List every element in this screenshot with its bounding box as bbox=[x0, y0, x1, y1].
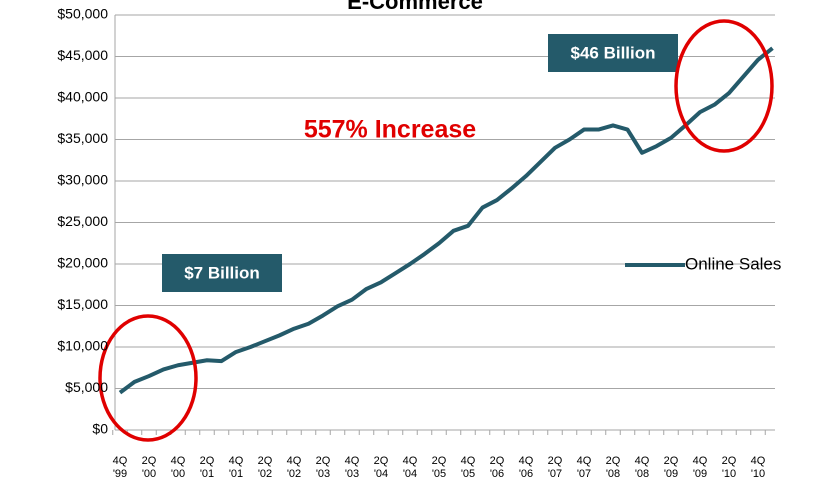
annotation: $46 Billion bbox=[570, 43, 655, 62]
x-tick-label: 4Q '07 bbox=[576, 455, 592, 480]
y-tick-label: $0 bbox=[92, 421, 108, 437]
annotation: 557% Increase bbox=[304, 116, 476, 144]
x-tick-label: 4Q '00 bbox=[170, 455, 186, 480]
legend-label: Online Sales bbox=[685, 254, 781, 273]
data-line bbox=[118, 46, 774, 395]
annotation-box bbox=[162, 254, 282, 292]
y-tick-label: $20,000 bbox=[57, 255, 108, 271]
x-tick-label: 2Q '06 bbox=[489, 455, 505, 480]
y-tick-label: $15,000 bbox=[57, 296, 108, 312]
y-tick-label: $50,000 bbox=[57, 6, 108, 22]
x-tick-label: 4Q '01 bbox=[228, 455, 244, 480]
y-tick-label: $40,000 bbox=[57, 89, 108, 105]
x-tick-label: 4Q '05 bbox=[460, 455, 476, 480]
x-tick-label: 4Q '08 bbox=[634, 455, 650, 480]
x-tick-label: 2Q '07 bbox=[547, 455, 563, 480]
x-tick-label: 4Q '02 bbox=[286, 455, 302, 480]
chart-title: E-Commerce bbox=[347, 0, 483, 14]
x-tick-label: 2Q '03 bbox=[315, 455, 331, 480]
x-tick-label: 4Q '09 bbox=[692, 455, 708, 480]
x-tick-label: 4Q '04 bbox=[402, 455, 418, 480]
y-tick-label: $5,000 bbox=[65, 379, 108, 395]
x-tick-label: 4Q '03 bbox=[344, 455, 360, 480]
x-tick-label: 2Q '09 bbox=[663, 455, 679, 480]
x-tick-label: 2Q '04 bbox=[373, 455, 389, 480]
x-tick-label: 4Q '99 bbox=[112, 455, 128, 480]
plot bbox=[118, 46, 774, 395]
x-tick-label: 2Q '10 bbox=[721, 455, 737, 480]
x-tick-label: 4Q '10 bbox=[750, 455, 766, 480]
annotation: $7 Billion bbox=[184, 263, 260, 282]
y-tick-label: $10,000 bbox=[57, 338, 108, 354]
x-tick-label: 4Q '06 bbox=[518, 455, 534, 480]
x-tick-label: 2Q '01 bbox=[199, 455, 215, 480]
y-tick-label: $30,000 bbox=[57, 172, 108, 188]
x-tick-label: 2Q '05 bbox=[431, 455, 447, 480]
highlight-ellipse bbox=[674, 19, 774, 153]
y-tick-label: $45,000 bbox=[57, 47, 108, 63]
y-tick-label: $25,000 bbox=[57, 213, 108, 229]
x-tick-label: 2Q '00 bbox=[141, 455, 157, 480]
x-tick-label: 2Q '02 bbox=[257, 455, 273, 480]
y-tick-label: $35,000 bbox=[57, 130, 108, 146]
x-tick-label: 2Q '08 bbox=[605, 455, 621, 480]
annotation-box bbox=[548, 34, 678, 72]
highlight-ellipse bbox=[98, 314, 198, 442]
